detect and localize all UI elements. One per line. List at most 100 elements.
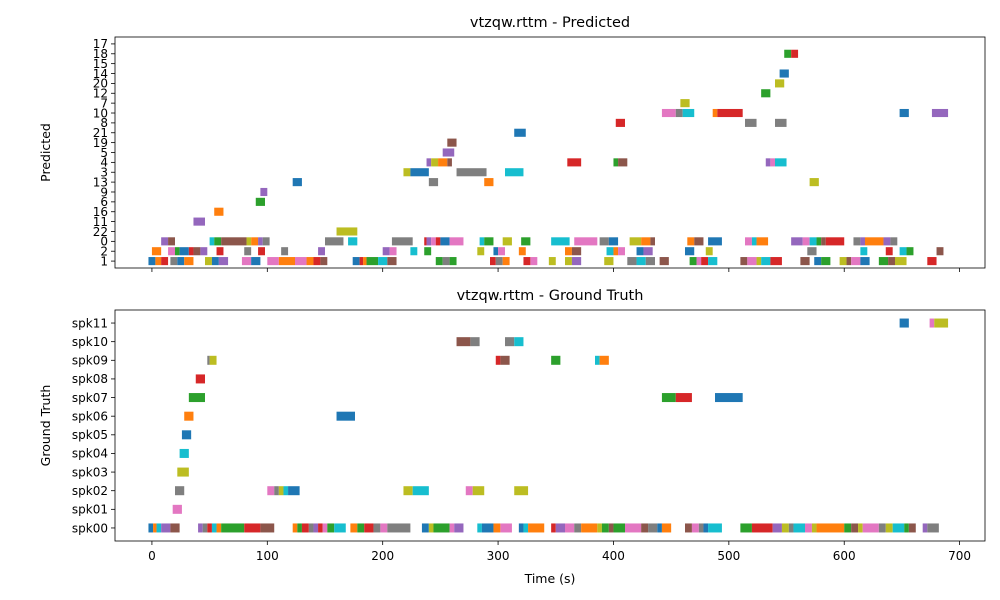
segment-bar — [740, 257, 748, 266]
segment-bar — [456, 168, 487, 177]
segment-bar — [292, 523, 298, 533]
segment-bar — [770, 257, 782, 266]
segment-bar — [281, 247, 289, 256]
segment-bar — [802, 237, 810, 246]
segment-bar — [431, 158, 439, 167]
segment-bar — [696, 257, 702, 266]
ground-truth-panel: vtzqw.rttm - Ground Truth spk00 spk01 spk02… — [38, 288, 986, 586]
segment-bar — [391, 237, 413, 246]
segment-bar — [661, 108, 676, 118]
y-tick-label: spk07 — [72, 391, 108, 405]
segment-bar — [685, 523, 692, 533]
segments — [148, 49, 949, 266]
segment-bar — [255, 197, 265, 206]
segment-bar — [297, 523, 302, 533]
segment-bar — [800, 257, 810, 266]
segment-bar — [200, 247, 208, 256]
segment-bar — [571, 257, 582, 266]
segment-bar — [320, 257, 328, 266]
segment-bar — [308, 523, 314, 533]
segment-bar — [151, 247, 162, 256]
segment-bar — [447, 138, 457, 147]
segment-bar — [936, 247, 944, 256]
segment-bar — [514, 486, 529, 496]
segment-bar — [438, 158, 448, 167]
segment-bar — [278, 257, 295, 266]
segment-bar — [334, 523, 346, 533]
segment-bar — [251, 257, 261, 266]
segment-bar — [851, 523, 859, 533]
segment-bar — [301, 523, 309, 533]
y-tick-label: 17 — [93, 37, 108, 51]
segment-bar — [246, 237, 252, 246]
segment-bar — [613, 247, 619, 256]
segment-bar — [816, 237, 822, 246]
segment-bar — [685, 247, 695, 256]
segment-bar — [502, 237, 512, 246]
segment-bar — [493, 523, 501, 533]
segment-bar — [156, 523, 162, 533]
segment-bar — [184, 411, 194, 421]
segment-bar — [851, 257, 861, 266]
segment-bar — [641, 523, 649, 533]
segment-bar — [551, 355, 561, 365]
segment-bar — [618, 158, 628, 167]
segment-bar — [636, 247, 644, 256]
segment-bar — [613, 523, 625, 533]
segment-bar — [318, 247, 325, 256]
segment-bar — [791, 237, 803, 246]
segment-bar — [788, 523, 794, 533]
segment-bar — [548, 257, 556, 266]
segment-bar — [244, 523, 261, 533]
x-tick-label: 400 — [602, 549, 625, 563]
segment-bar — [153, 523, 157, 533]
segment-bar — [431, 237, 436, 246]
segment-bar — [927, 523, 939, 533]
segment-bar — [193, 247, 201, 256]
y-tick-label: spk03 — [72, 465, 108, 479]
segment-bar — [641, 237, 651, 246]
segment-bar — [322, 523, 328, 533]
segment-bar — [574, 237, 598, 246]
segment-bar — [717, 108, 743, 118]
y-tick-label: 5 — [100, 146, 108, 160]
segment-bar — [251, 237, 259, 246]
segment-bar — [839, 257, 847, 266]
segment-bar — [193, 217, 205, 226]
segment-bar — [428, 523, 434, 533]
segment-bar — [449, 237, 464, 246]
segment-bar — [523, 257, 531, 266]
segment-bar — [216, 247, 224, 256]
segment-bar — [745, 118, 757, 127]
segment-bar — [625, 523, 642, 533]
segment-bar — [410, 247, 418, 256]
segment-bar — [456, 337, 471, 347]
segment-bar — [435, 257, 443, 266]
segment-bar — [682, 108, 695, 118]
segment-bar — [267, 486, 275, 496]
y-tick-label: 16 — [93, 205, 108, 219]
segment-bar — [691, 523, 699, 533]
y-tick-label: 14 — [93, 67, 108, 81]
segment-bar — [615, 118, 625, 127]
y-tick-label: spk08 — [72, 372, 108, 386]
segment-bar — [175, 247, 180, 256]
segment-bar — [661, 393, 676, 403]
segment-bar — [772, 523, 782, 533]
segment-bar — [892, 523, 905, 533]
segment-bar — [865, 237, 884, 246]
segment-bar — [627, 257, 637, 266]
segment-bar — [202, 523, 208, 533]
segment-bar — [908, 523, 916, 533]
segment-bar — [262, 237, 270, 246]
segment-bar — [775, 79, 785, 88]
segment-bar — [505, 168, 524, 177]
segment-bar — [747, 257, 757, 266]
segment-bar — [318, 523, 323, 533]
segment-bar — [708, 237, 722, 246]
segment-bar — [775, 118, 787, 127]
segment-bar — [267, 257, 279, 266]
segment-bar — [791, 49, 799, 58]
y-tick-label: 22 — [93, 225, 108, 239]
